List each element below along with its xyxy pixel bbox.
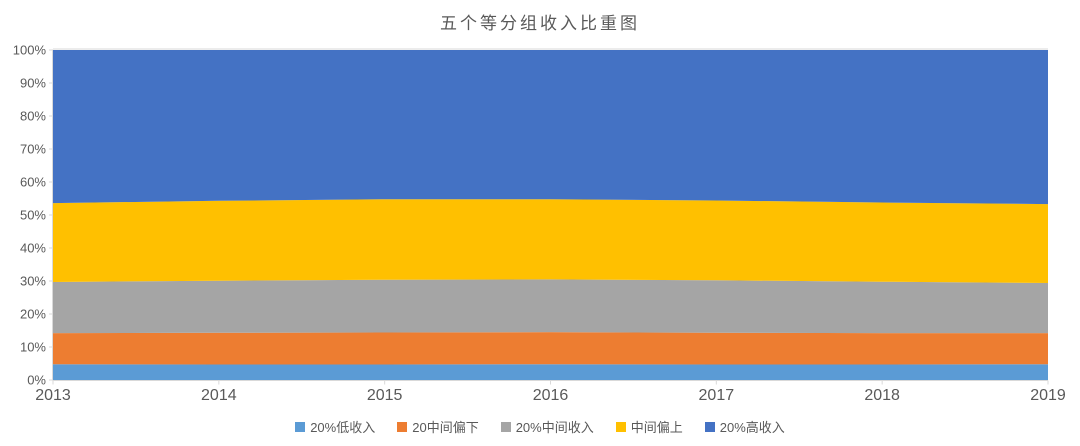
y-axis-tick-label: 100% — [13, 43, 47, 58]
legend-label: 中间偏上 — [630, 420, 683, 435]
area-series-4 — [53, 50, 1048, 205]
y-axis-tick-label: 70% — [20, 142, 46, 157]
chart-title: 五个等分组收入比重图 — [440, 14, 640, 33]
y-axis-tick-label: 40% — [20, 241, 46, 256]
legend-item-0: 20%低收入 — [295, 417, 375, 436]
x-axis-tick-label: 2018 — [864, 387, 900, 404]
area-series-0 — [53, 364, 1048, 380]
area-series-3 — [53, 199, 1048, 283]
x-axis-tick-label: 2017 — [699, 387, 735, 404]
area-series-1 — [53, 332, 1048, 365]
legend-marker-icon — [295, 421, 306, 432]
y-axis-tick-label: 80% — [20, 109, 46, 124]
y-axis-tick-label: 50% — [20, 208, 46, 223]
legend-marker-icon — [500, 421, 511, 432]
legend-item-4: 20%高收入 — [704, 417, 785, 436]
plot-area: 0% 10% 20% 30% 40% 50% 60% 70% 80% 90% 100% 2013 201… — [13, 43, 1066, 405]
legend-label: 20中间偏下 — [412, 420, 479, 435]
x-axis-tick-label: 2013 — [35, 387, 71, 404]
y-axis-tick-label: 20% — [20, 307, 46, 322]
legend-item-1: 20中间偏下 — [397, 417, 479, 436]
y-axis-tick-label: 0% — [27, 373, 46, 388]
legend-marker-icon — [704, 421, 715, 432]
legend-marker-icon — [615, 421, 626, 432]
legend-label: 20%高收入 — [719, 420, 785, 435]
legend-item-3: 中间偏上 — [615, 417, 683, 436]
y-axis-tick-label: 30% — [20, 274, 46, 289]
x-axis-tick-label: 2014 — [201, 387, 237, 404]
y-axis-tick-label: 10% — [20, 340, 46, 355]
y-axis-tick-label: 90% — [20, 76, 46, 91]
legend-label: 20%低收入 — [310, 420, 376, 435]
x-axis-tick-label: 2019 — [1030, 387, 1066, 404]
area-series-2 — [53, 279, 1048, 334]
legend: 20%低收入 20中间偏下 20%中间收入 中间偏上 20%高收入 — [0, 417, 1080, 436]
legend-marker-icon — [397, 421, 408, 432]
y-axis-tick-label: 60% — [20, 175, 46, 190]
legend-item-2: 20%中间收入 — [500, 417, 594, 436]
legend-label: 20%中间收入 — [515, 420, 594, 435]
x-axis-tick-label: 2015 — [367, 387, 403, 404]
x-axis-tick-label: 2016 — [533, 387, 569, 404]
